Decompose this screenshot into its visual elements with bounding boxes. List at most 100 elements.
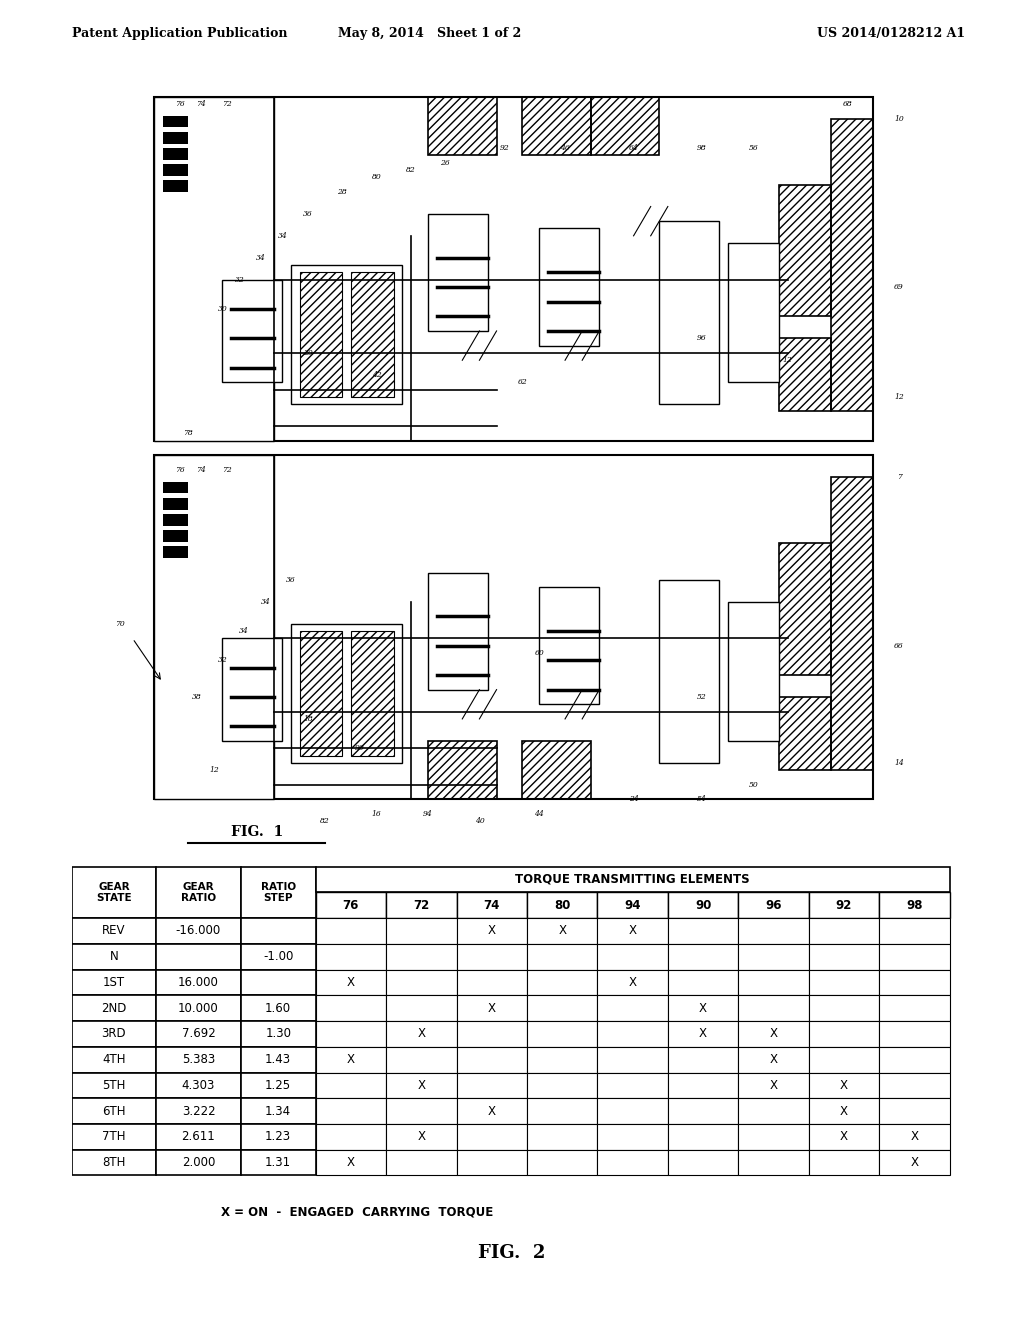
Bar: [809, 892, 880, 919]
Text: X: X: [910, 1156, 919, 1170]
Bar: [659, 579, 719, 763]
Text: REV: REV: [102, 924, 126, 937]
Bar: [527, 944, 597, 969]
Text: X: X: [699, 1027, 708, 1040]
Text: 36: 36: [286, 576, 296, 583]
Text: X: X: [418, 1078, 425, 1092]
Bar: [428, 214, 488, 331]
Bar: [386, 1150, 457, 1175]
Bar: [428, 573, 488, 689]
Text: 56: 56: [749, 144, 759, 152]
Text: May 8, 2014   Sheet 1 of 2: May 8, 2014 Sheet 1 of 2: [339, 26, 521, 40]
Bar: [163, 498, 188, 510]
Text: 98: 98: [906, 899, 923, 912]
Bar: [597, 944, 668, 969]
Text: 26: 26: [440, 158, 450, 166]
Text: 18: 18: [303, 715, 313, 723]
Bar: [72, 866, 157, 919]
Bar: [597, 1098, 668, 1123]
Text: 34: 34: [239, 627, 249, 635]
Bar: [315, 919, 386, 944]
Bar: [241, 1047, 315, 1072]
Text: X: X: [487, 924, 496, 937]
Bar: [809, 944, 880, 969]
Bar: [241, 1072, 315, 1098]
Text: 3RD: 3RD: [101, 1027, 126, 1040]
Bar: [72, 1047, 157, 1072]
Text: 7: 7: [897, 474, 901, 482]
Bar: [315, 1123, 386, 1150]
Bar: [527, 919, 597, 944]
Text: 1.60: 1.60: [265, 1002, 291, 1015]
Text: 30: 30: [218, 305, 227, 313]
Text: X: X: [840, 1105, 848, 1118]
Bar: [315, 892, 386, 919]
Bar: [386, 1123, 457, 1150]
Text: 96: 96: [697, 334, 707, 342]
Bar: [527, 1123, 597, 1150]
Text: 3.222: 3.222: [181, 1105, 215, 1118]
Text: 1.34: 1.34: [265, 1105, 291, 1118]
Text: 94: 94: [625, 899, 641, 912]
Text: X: X: [347, 975, 355, 989]
Bar: [163, 148, 188, 160]
Bar: [351, 272, 394, 397]
Bar: [809, 1150, 880, 1175]
Text: 7TH: 7TH: [102, 1130, 126, 1143]
Bar: [738, 1047, 809, 1072]
Bar: [457, 995, 527, 1022]
Text: 12: 12: [209, 766, 219, 774]
Text: X: X: [347, 1156, 355, 1170]
Bar: [457, 944, 527, 969]
Bar: [428, 96, 497, 156]
Text: 72: 72: [222, 466, 231, 474]
Bar: [315, 969, 386, 995]
Text: 44: 44: [535, 810, 544, 818]
Bar: [291, 265, 402, 404]
Bar: [880, 1123, 949, 1150]
Bar: [522, 741, 591, 800]
Bar: [809, 995, 880, 1022]
Bar: [157, 866, 241, 919]
Text: X: X: [487, 1002, 496, 1015]
Text: 2ND: 2ND: [101, 1002, 127, 1015]
Bar: [72, 1072, 157, 1098]
Text: 82: 82: [321, 817, 330, 825]
Bar: [540, 228, 599, 346]
Bar: [457, 919, 527, 944]
Bar: [738, 1150, 809, 1175]
Bar: [597, 1072, 668, 1098]
Bar: [222, 639, 283, 741]
Bar: [351, 631, 394, 755]
Bar: [457, 1150, 527, 1175]
Bar: [163, 513, 188, 525]
Bar: [830, 119, 873, 412]
Bar: [809, 1072, 880, 1098]
Text: 1ST: 1ST: [102, 975, 125, 989]
Text: -16.000: -16.000: [176, 924, 221, 937]
Bar: [154, 96, 873, 441]
Bar: [163, 546, 188, 558]
Bar: [163, 116, 188, 128]
Bar: [880, 1047, 949, 1072]
Bar: [527, 1150, 597, 1175]
Bar: [386, 1098, 457, 1123]
Bar: [809, 969, 880, 995]
Bar: [880, 1072, 949, 1098]
Bar: [315, 995, 386, 1022]
Text: 90: 90: [695, 899, 712, 912]
Bar: [668, 1047, 738, 1072]
Bar: [668, 919, 738, 944]
Bar: [668, 892, 738, 919]
Text: 28: 28: [338, 187, 347, 195]
Bar: [315, 944, 386, 969]
Bar: [668, 1072, 738, 1098]
Text: Patent Application Publication: Patent Application Publication: [72, 26, 287, 40]
Bar: [668, 1123, 738, 1150]
Text: RATIO
STEP: RATIO STEP: [261, 882, 296, 903]
Bar: [154, 455, 273, 800]
Text: 68: 68: [843, 100, 853, 108]
Text: 76: 76: [175, 100, 184, 108]
Bar: [291, 624, 402, 763]
Bar: [241, 1150, 315, 1175]
